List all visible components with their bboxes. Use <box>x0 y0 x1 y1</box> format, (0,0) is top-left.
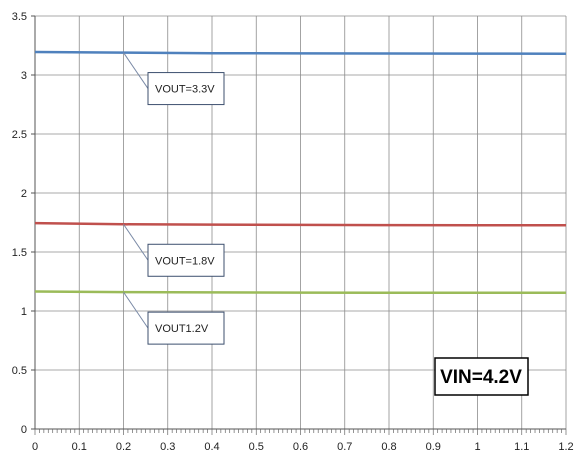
x-tick-label: 0.3 <box>160 441 175 453</box>
y-tick-label: 0.5 <box>12 365 27 377</box>
series-line-vout-1v2 <box>34 290 566 295</box>
x-tick-labels: 0 0.1 0.2 0.3 0.4 0.5 0.6 0.7 0.8 0.9 1 1.1 1.2 <box>32 441 574 453</box>
callout-vout-1v8: VOUT=1.8V <box>123 223 225 277</box>
x-tick-label: 0.5 <box>249 441 264 453</box>
vin-label: VIN=4.2V <box>440 367 522 388</box>
vin-label-box: VIN=4.2V <box>434 357 529 396</box>
vin-box <box>434 357 529 396</box>
callout-label: VOUT=3.3V <box>155 84 215 96</box>
x-tick-label: 1.2 <box>558 441 573 453</box>
x-tick-label: 0.2 <box>116 441 131 453</box>
axes <box>31 15 567 435</box>
x-tick-label: 0.7 <box>337 441 352 453</box>
callout-label: VOUT1.2V <box>155 323 209 335</box>
callout-vout-1v2: VOUT1.2V <box>123 291 225 345</box>
y-tick-label: 0 <box>21 424 27 436</box>
x-tick-label: 0.8 <box>381 441 396 453</box>
x-tick-label: 0.1 <box>72 441 87 453</box>
y-tick-label: 1 <box>21 306 27 318</box>
callout-box <box>147 72 225 106</box>
x-tick-label: 0.9 <box>426 441 441 453</box>
x-tick-label: 0 <box>32 441 38 453</box>
callout-box <box>147 311 225 345</box>
y-tick-label: 3.5 <box>12 11 27 23</box>
callout-box <box>147 243 225 277</box>
callout-leader <box>123 223 149 261</box>
callout-leader <box>123 291 149 329</box>
y-tick-label: 2 <box>21 188 27 200</box>
callout-label: VOUT=1.8V <box>155 255 215 267</box>
y-tick-label: 1.5 <box>12 247 27 259</box>
y-tick-label: 3 <box>21 70 27 82</box>
callout-vout-3v3: VOUT=3.3V <box>123 52 225 106</box>
x-tick-label: 1 <box>474 441 480 453</box>
x-tick-label: 0.4 <box>204 441 219 453</box>
x-tick-label: 1.1 <box>514 441 529 453</box>
callout-leader <box>123 52 149 89</box>
series-callouts: VOUT=3.3V VOUT=1.8V VOUT1.2V <box>123 52 225 345</box>
y-tick-label: 2.5 <box>12 129 27 141</box>
y-tick-labels: 0 0.5 1 1.5 2 2.5 3 3.5 <box>12 11 27 436</box>
x-tick-label: 0.6 <box>293 441 308 453</box>
series-line-vout-3v3 <box>34 50 567 56</box>
